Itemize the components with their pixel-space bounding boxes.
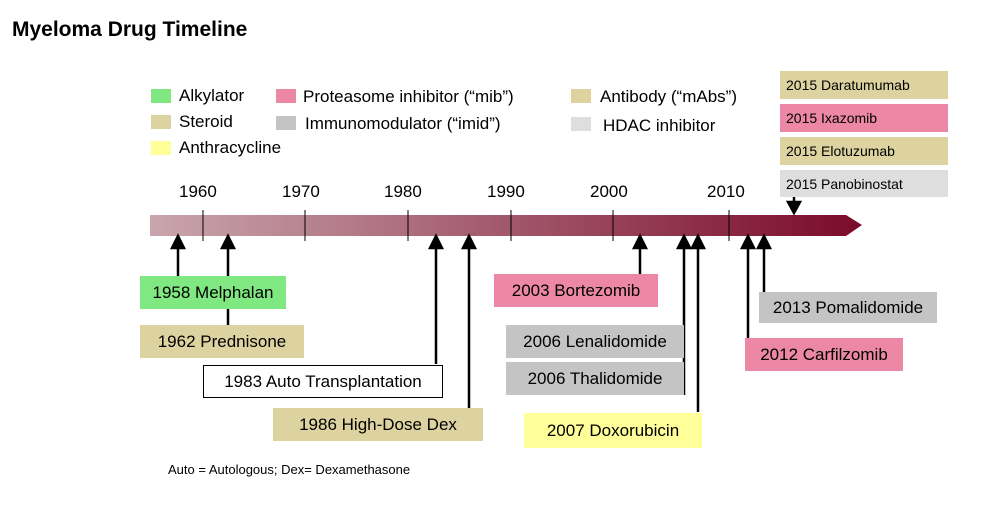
event-melphalan: 1958 Melphalan — [140, 276, 286, 309]
legend-label-steroid: Steroid — [179, 112, 233, 131]
approval-daratumumab: 2015 Daratumumab — [780, 71, 948, 99]
event-prednisone: 1962 Prednisone — [140, 325, 304, 358]
event-carfilzomib: 2012 Carfilzomib — [745, 338, 903, 371]
approval-elotuzumab: 2015 Elotuzumab — [780, 137, 948, 165]
event-doxorubicin: 2007 Doxorubicin — [524, 413, 702, 448]
legend-label-immunomodulator: Immunomodulator (“imid”) — [305, 114, 501, 133]
event-high-dose-dex: 1986 High-Dose Dex — [273, 408, 483, 441]
event-lenalidomide: 2006 Lenalidomide — [506, 325, 684, 358]
legend-swatch-antibody — [571, 89, 591, 103]
year-label-1970: 1970 — [282, 182, 320, 201]
legend-label-anthracycline: Anthracycline — [179, 138, 282, 157]
legend-swatch-alkylator — [151, 89, 171, 103]
year-label-1980: 1980 — [384, 182, 422, 201]
event-auto-transplantation: 1983 Auto Transplantation — [203, 365, 443, 398]
approval-panobinostat: 2015 Panobinostat — [780, 170, 948, 197]
page-title: Myeloma Drug Timeline — [12, 18, 248, 41]
legend-label-hdac-inhibitor: HDAC inhibitor — [603, 116, 716, 135]
legend-swatch-anthracycline — [151, 141, 171, 155]
legend-swatch-proteasome-inhibitor — [276, 89, 296, 103]
approval-ixazomib: 2015 Ixazomib — [780, 104, 948, 132]
timeline-arrow — [150, 215, 862, 236]
legend-swatch-hdac-inhibitor — [571, 117, 591, 131]
legend-label-antibody: Antibody (“mAbs”) — [600, 87, 737, 106]
legend-label-alkylator: Alkylator — [179, 86, 245, 105]
event-bortezomib: 2003 Bortezomib — [494, 274, 658, 307]
legend-label-proteasome-inhibitor: Proteasome inhibitor (“mib”) — [303, 87, 514, 106]
footnote: Auto = Autologous; Dex= Dexamethasone — [168, 462, 411, 477]
legend-swatch-steroid — [151, 115, 171, 129]
year-label-1990: 1990 — [487, 182, 525, 201]
event-pomalidomide: 2013 Pomalidomide — [759, 292, 937, 323]
event-thalidomide: 2006 Thalidomide — [506, 362, 684, 395]
year-label-2000: 2000 — [590, 182, 628, 201]
legend-swatch-immunomodulator — [276, 116, 296, 130]
year-label-1960: 1960 — [179, 182, 217, 201]
year-label-2010: 2010 — [707, 182, 745, 201]
